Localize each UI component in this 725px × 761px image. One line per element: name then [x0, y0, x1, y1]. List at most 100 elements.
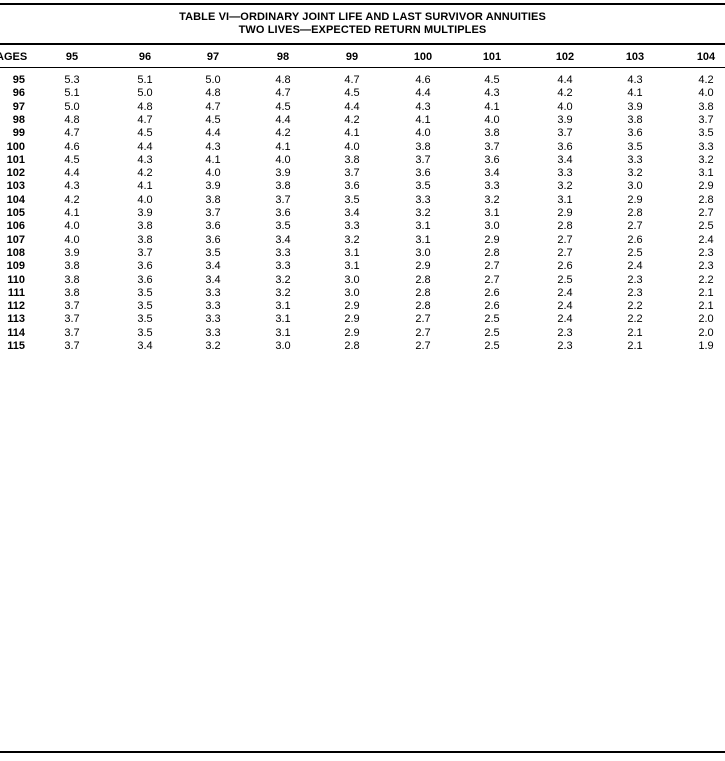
row-age: 112 [7, 300, 25, 313]
table-cell: 3.6 [137, 273, 153, 286]
ages-header: AGES [0, 51, 28, 63]
row-age: 103 [6, 180, 25, 193]
table-cell: 2.3 [698, 260, 714, 273]
table-cell: 3.4 [205, 260, 221, 273]
row-age: 101 [6, 153, 25, 166]
table-cell: 3.5 [137, 286, 153, 299]
table-cell: 3.8 [64, 273, 80, 286]
table-cell: 2.6 [484, 286, 500, 299]
table-cell: 2.5 [557, 273, 573, 286]
table-cell: 3.7 [64, 340, 80, 352]
row-age: 113 [7, 313, 25, 326]
column-header: 97 [206, 51, 220, 63]
table-cell: 2.7 [484, 260, 500, 273]
table-cell: 2.0 [698, 326, 714, 339]
column-header: 101 [482, 51, 502, 63]
table-cell: 2.8 [484, 246, 500, 259]
table-cell: 3.5 [415, 180, 431, 193]
table-cell: 4.3 [64, 180, 80, 193]
table-cell: 3.5 [344, 193, 360, 206]
table-cell: 4.4 [557, 74, 573, 86]
table-cell: 4.8 [137, 100, 153, 113]
table-cell: 3.2 [275, 273, 291, 286]
table-cell: 2.7 [415, 313, 431, 326]
table-cell: 2.7 [484, 273, 500, 286]
table-cell: 3.5 [698, 127, 714, 140]
table-cell: 3.7 [698, 113, 714, 126]
table-cell: 3.1 [344, 246, 360, 259]
column-header: 104 [696, 51, 716, 63]
table-cell: 3.2 [557, 180, 573, 193]
table-cell: 3.4 [344, 207, 360, 219]
table-cell: 4.4 [275, 113, 291, 126]
table-cell: 2.2 [698, 273, 714, 286]
table-cell: 3.6 [557, 140, 573, 153]
row-age: 102 [6, 167, 25, 180]
table-cell: 4.3 [205, 140, 221, 153]
table-cell: 2.9 [415, 260, 431, 273]
table-cell: 5.1 [137, 74, 153, 86]
table-cell: 3.9 [275, 167, 291, 180]
table-cell: 3.3 [275, 246, 291, 259]
table-cell: 2.0 [698, 313, 714, 326]
table-cell: 3.8 [344, 153, 360, 166]
table-cell: 2.2 [627, 300, 643, 313]
table-cell: 5.3 [64, 74, 80, 86]
table-cell: 4.4 [205, 127, 221, 140]
table-cell: 3.8 [137, 220, 153, 233]
table-cell: 3.7 [557, 127, 573, 140]
row-age: 100 [6, 140, 25, 153]
table-cell: 3.0 [344, 286, 360, 299]
table-cell: 4.7 [64, 127, 80, 140]
table-cell: 3.7 [64, 300, 80, 313]
table-cell: 2.8 [344, 340, 360, 352]
table-cell: 2.7 [557, 233, 573, 246]
table-cell: 3.2 [627, 167, 643, 180]
table-cell: 3.6 [627, 127, 643, 140]
table-cell: 3.1 [698, 167, 714, 180]
table-cell: 3.4 [557, 153, 573, 166]
table-cell: 3.9 [205, 180, 221, 193]
table-cell: 2.4 [557, 313, 573, 326]
table-cell: 4.8 [205, 87, 221, 100]
table-cell: 4.3 [627, 74, 643, 86]
table-cell: 4.8 [64, 113, 80, 126]
table-cell: 3.3 [557, 167, 573, 180]
table-cell: 4.0 [415, 127, 431, 140]
table-cell: 2.6 [627, 233, 643, 246]
row-age: 109 [6, 260, 25, 273]
table-cell: 3.5 [137, 300, 153, 313]
bottom-rule [0, 751, 725, 753]
table-cell: 3.3 [275, 260, 291, 273]
table-cell: 3.4 [137, 340, 153, 352]
table-cell: 3.3 [484, 180, 500, 193]
table-cell: 3.9 [557, 113, 573, 126]
row-age: 107 [6, 233, 25, 246]
table-cell: 4.0 [698, 87, 714, 100]
table-cell: 2.8 [415, 273, 431, 286]
table-cell: 3.4 [275, 233, 291, 246]
table-cell: 4.2 [64, 193, 80, 206]
table-cell: 3.9 [627, 100, 643, 113]
table-cell: 2.9 [557, 207, 573, 219]
table-cell: 2.1 [698, 286, 714, 299]
table-cell: 2.5 [698, 220, 714, 233]
table-cell: 4.1 [415, 113, 431, 126]
table-cell: 4.1 [275, 140, 291, 153]
table-cell: 4.0 [275, 153, 291, 166]
table-cell: 3.5 [205, 246, 221, 259]
table-cell: 4.6 [415, 74, 431, 86]
table-cell: 4.5 [64, 153, 80, 166]
header-bottom-rule [0, 67, 725, 68]
table-cell: 2.2 [627, 313, 643, 326]
table-cell: 3.3 [205, 326, 221, 339]
table-cell: 4.3 [484, 87, 500, 100]
table-title: TABLE VI—ORDINARY JOINT LIFE AND LAST SU… [179, 11, 546, 23]
row-age: 115 [7, 340, 25, 352]
table-cell: 4.5 [344, 87, 360, 100]
row-age: 96 [12, 87, 25, 100]
table-cell: 3.7 [275, 193, 291, 206]
table-cell: 3.3 [698, 140, 714, 153]
table-cell: 2.1 [627, 340, 643, 352]
table-cell: 3.8 [415, 140, 431, 153]
